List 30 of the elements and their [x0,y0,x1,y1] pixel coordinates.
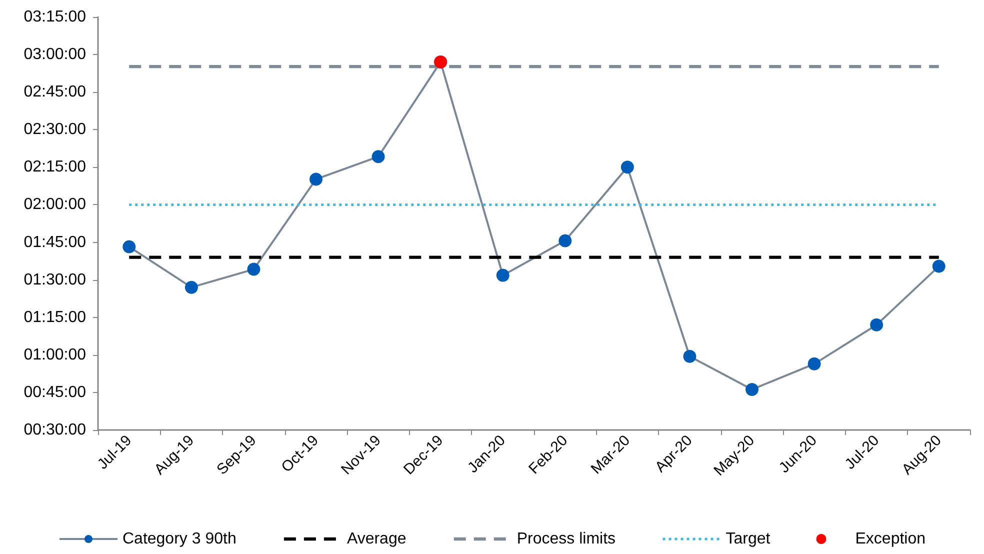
point [746,382,758,396]
point [932,260,946,273]
y-tick-label: 01:45:00 [24,234,86,251]
y-tick-label: 00:45:00 [24,384,86,401]
legend-label: Average [346,530,406,548]
point [184,280,198,294]
y-tick-label: 03:00:00 [24,46,86,64]
point [558,234,572,248]
point [808,357,821,370]
point [310,172,322,186]
y-tick-label: 01:30:00 [24,271,86,288]
point [122,240,136,254]
point [372,150,385,164]
point [247,262,260,276]
y-tick-label: 02:30:00 [24,121,86,138]
legend-label: Exception [855,530,926,548]
point [620,160,634,174]
point [683,350,696,363]
point [496,268,510,282]
y-tick-label: 01:00:00 [24,346,86,364]
y-tick-label: 02:00:00 [24,196,86,214]
y-tick-label: 03:15:00 [24,8,86,26]
y-tick-label: 00:30:00 [24,422,86,438]
y-tick-label: 02:15:00 [24,158,86,176]
legend-label: Category 3 90th [122,530,236,548]
y-tick-label: 02:45:00 [24,84,86,101]
legend-label: Target [726,530,771,548]
point [870,318,884,332]
legend-label: Process limits [516,530,616,548]
y-tick-label: 01:15:00 [24,308,86,326]
